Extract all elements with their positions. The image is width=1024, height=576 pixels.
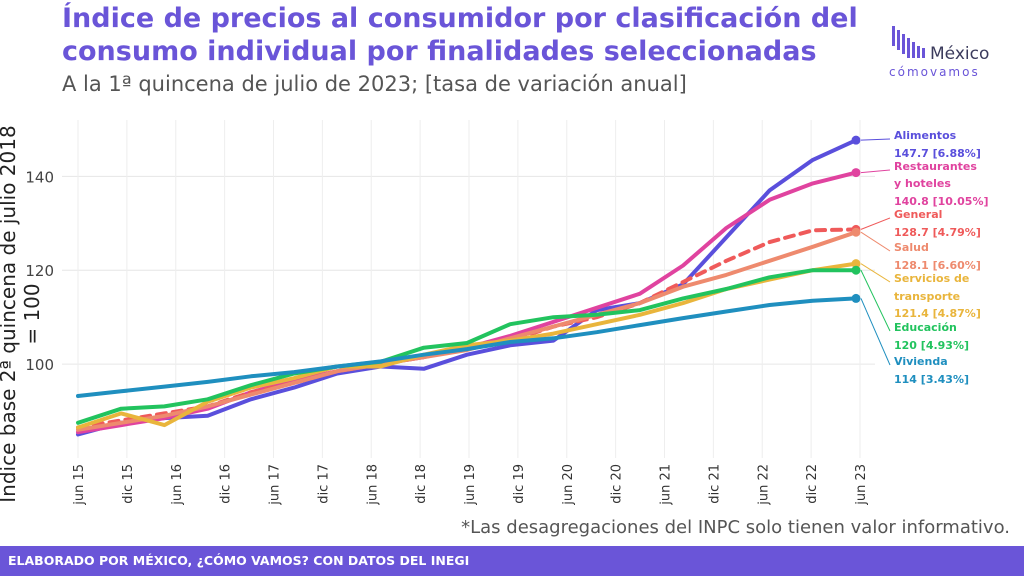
- x-tick-label: jun 19: [463, 464, 478, 506]
- series-end-point: [851, 259, 861, 269]
- series-value-label: 140.8 [10.05%]: [894, 195, 989, 208]
- logo-bars-icon: [892, 26, 925, 58]
- series-label: Educación: [894, 321, 957, 334]
- series-value-label: 128.1 [6.60%]: [894, 259, 981, 272]
- x-tick-label: jun 21: [659, 464, 674, 506]
- series-end-point: [851, 135, 861, 145]
- series-label: y hoteles: [894, 177, 951, 190]
- label-leader: [860, 169, 891, 174]
- x-tick-label: dic 15: [121, 464, 136, 504]
- x-tick-label: jun 20: [561, 464, 576, 506]
- series-label: Restaurantes: [894, 160, 977, 173]
- series-line: [76, 227, 858, 430]
- series-label: Salud: [894, 241, 929, 254]
- series-line: [76, 170, 858, 435]
- x-tick-label: dic 22: [805, 464, 820, 504]
- series-line: [76, 138, 858, 437]
- series-value-label: 128.7 [4.79%]: [894, 226, 981, 239]
- series-label: Servicios de: [894, 272, 969, 285]
- series-line: [76, 296, 858, 398]
- x-tick-label: dic 17: [316, 464, 331, 504]
- x-tick-label: jun 15: [72, 464, 87, 506]
- series-end-point: [851, 227, 861, 237]
- x-tick-label: dic 16: [219, 464, 234, 504]
- chart-title: Índice de precios al consumidor por clas…: [62, 3, 858, 67]
- y-tick-label: 140: [25, 168, 54, 186]
- label-leader: [860, 270, 891, 332]
- series-end-point: [851, 265, 861, 275]
- label-leader: [860, 298, 891, 366]
- label-leader: [860, 217, 891, 230]
- footnote: *Las desagregaciones del INPC solo tiene…: [461, 517, 1010, 538]
- series-value-label: 121.4 [4.87%]: [894, 307, 981, 320]
- line-chart: 100 120 140 jun 15 dic 15 jun 16 dic 16 jun 17 d…: [25, 120, 989, 506]
- series-end-point: [851, 168, 861, 178]
- logo-sub-text: cómovamos: [889, 65, 980, 79]
- series-value-label: 147.7 [6.88%]: [894, 147, 981, 160]
- label-leader: [860, 263, 891, 283]
- series-label: Alimentos: [894, 129, 957, 142]
- y-tick-label: 100: [25, 356, 54, 374]
- series-label: General: [894, 208, 942, 221]
- series-end-point: [851, 293, 861, 303]
- x-tick-label: jun 22: [756, 464, 771, 506]
- series-label: transporte: [894, 290, 960, 303]
- y-tick-label: 120: [25, 262, 54, 280]
- series-value-label: 114 [3.43%]: [894, 373, 969, 386]
- x-tick-label: jun 18: [365, 464, 380, 506]
- footer-bar: ELABORADO POR MÉXICO, ¿CÓMO VAMOS? CON D…: [0, 546, 1024, 576]
- chart-subtitle: A la 1ª quincena de julio de 2023; [tasa…: [62, 72, 687, 96]
- x-tick-label: jun 16: [170, 464, 185, 506]
- label-leader: [860, 231, 891, 252]
- x-tick-label: jun 23: [854, 464, 869, 506]
- series-label: Vivienda: [894, 355, 948, 368]
- x-tick-label: dic 20: [610, 464, 625, 504]
- series-value-label: 120 [4.93%]: [894, 339, 969, 352]
- logo-main-text: México: [930, 44, 990, 64]
- x-tick-label: dic 19: [512, 464, 527, 504]
- series-line: [76, 268, 858, 425]
- x-tick-label: jun 17: [268, 464, 283, 506]
- x-tick-label: dic 18: [414, 464, 429, 504]
- x-tick-label: dic 21: [707, 464, 722, 504]
- label-leader: [860, 138, 891, 141]
